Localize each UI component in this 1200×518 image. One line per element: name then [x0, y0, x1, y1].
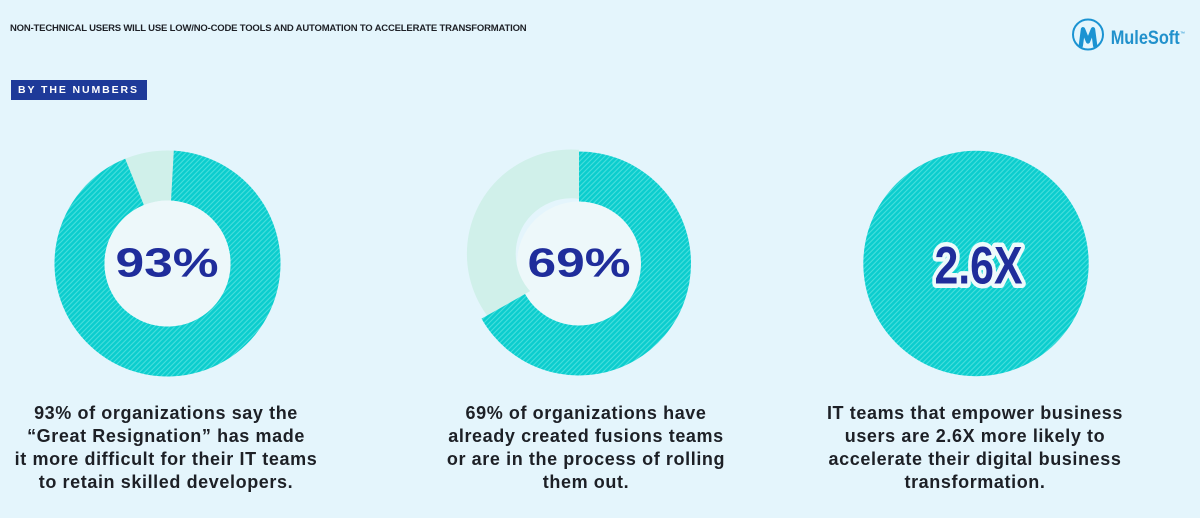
svg-text:MuleSoft: MuleSoft	[1111, 28, 1181, 49]
svg-text:™: ™	[1180, 31, 1185, 37]
svg-text:2.6X: 2.6X	[935, 237, 1023, 296]
